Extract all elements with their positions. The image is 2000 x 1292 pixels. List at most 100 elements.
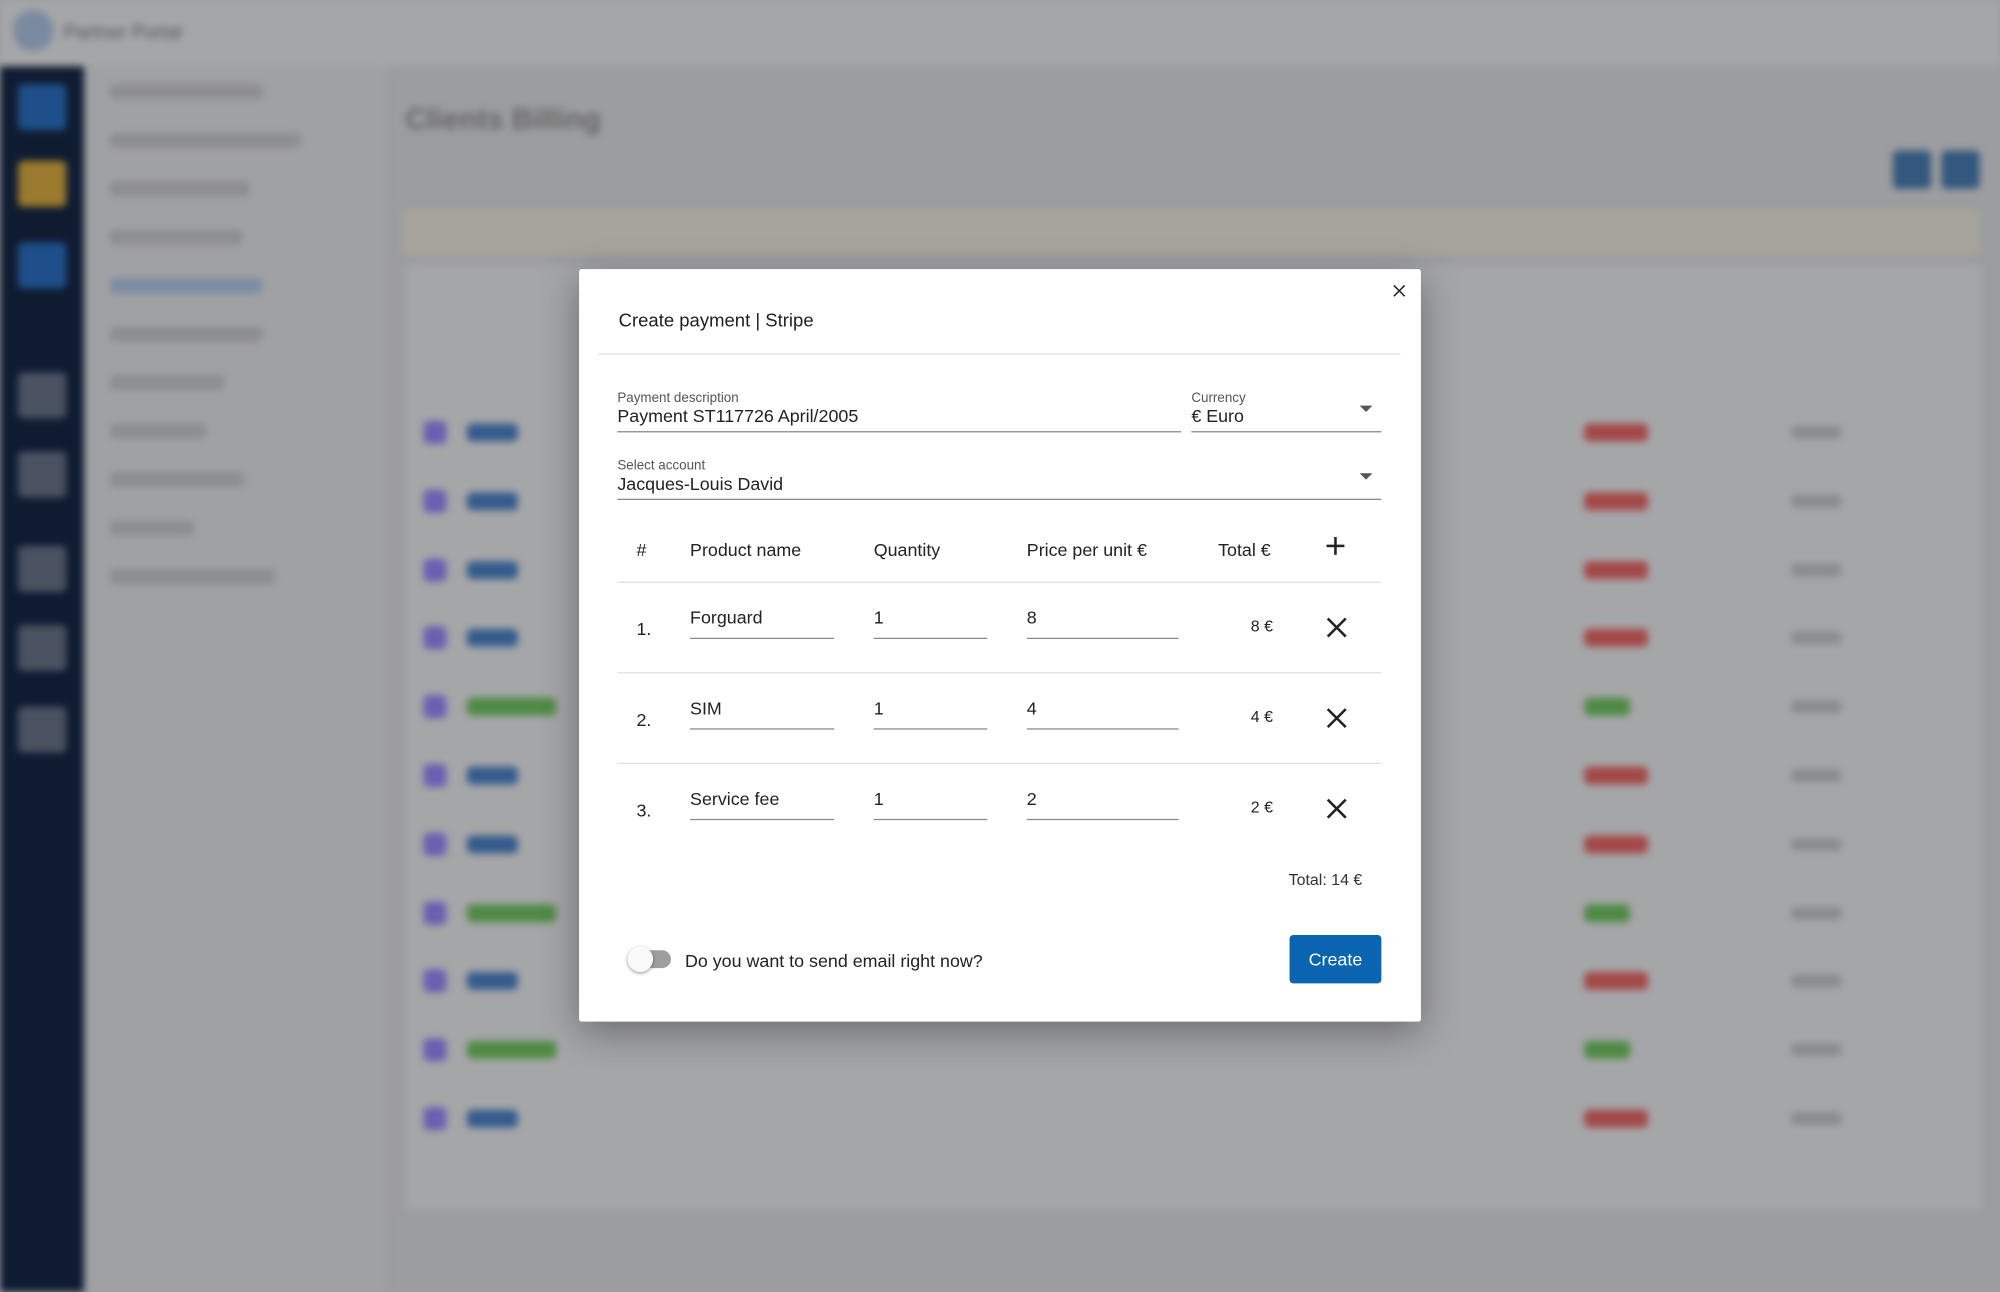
row-divider bbox=[617, 672, 1382, 674]
dropdown-arrow bbox=[1359, 473, 1373, 480]
price-input[interactable]: 2 bbox=[1026, 788, 1037, 809]
sidebar-icon bbox=[17, 451, 67, 498]
create-payment-dialog: Create payment | Stripe Payment descript… bbox=[579, 269, 1421, 1022]
bg-total bbox=[1790, 426, 1842, 439]
field-label: Currency bbox=[1191, 390, 1246, 406]
input-underline bbox=[873, 728, 988, 730]
bg-pay-status bbox=[1584, 972, 1648, 991]
column-header: Price per unit € bbox=[1026, 539, 1147, 560]
app-name: Partner Portal bbox=[63, 21, 182, 44]
product-input[interactable]: Service fee bbox=[690, 788, 780, 809]
menu-item bbox=[109, 471, 245, 488]
bg-icon bbox=[423, 420, 447, 444]
quantity-input[interactable]: 1 bbox=[873, 788, 884, 809]
close-button[interactable] bbox=[1393, 285, 1405, 297]
description-input[interactable]: Payment ST117726 April/2005 bbox=[617, 405, 859, 427]
input-underline bbox=[690, 818, 835, 821]
menu-item bbox=[109, 181, 250, 197]
bg-status bbox=[466, 1109, 518, 1128]
delete-row-button[interactable] bbox=[1327, 617, 1347, 637]
bg-icon bbox=[423, 969, 447, 993]
bg-pay-status bbox=[1584, 492, 1648, 510]
account-select[interactable]: Jacques-Louis David bbox=[617, 473, 784, 494]
bg-status bbox=[466, 629, 518, 648]
bg-pay-status bbox=[1584, 629, 1648, 648]
input-underline bbox=[617, 498, 1382, 500]
input-underline bbox=[1026, 728, 1179, 730]
bg-icon bbox=[423, 489, 447, 513]
row-total: 8 € bbox=[1250, 617, 1273, 636]
toggle-knob bbox=[627, 946, 654, 972]
page-title: Clients Billing bbox=[405, 102, 602, 136]
plus-bar bbox=[1326, 544, 1345, 548]
bg-total bbox=[1790, 700, 1842, 714]
menu-item bbox=[109, 423, 207, 439]
column-header: Product name bbox=[690, 539, 802, 560]
row-total: 2 € bbox=[1250, 798, 1273, 817]
bg-pay-status bbox=[1584, 1109, 1648, 1128]
bg-pay-status bbox=[1584, 560, 1648, 579]
add-row-button[interactable] bbox=[1326, 536, 1345, 555]
delete-row-button[interactable] bbox=[1327, 708, 1347, 728]
delete-row-button[interactable] bbox=[1327, 798, 1347, 818]
product-input[interactable]: SIM bbox=[690, 697, 722, 719]
bg-icon bbox=[423, 901, 447, 925]
row-number: 1. bbox=[636, 618, 652, 640]
bg-pay-status bbox=[1584, 903, 1631, 922]
menu-panel bbox=[84, 66, 386, 1292]
menu-item bbox=[109, 229, 243, 245]
header-button bbox=[1941, 150, 1980, 189]
bg-total bbox=[1790, 837, 1842, 851]
row-total: 4 € bbox=[1250, 707, 1273, 726]
input-underline bbox=[1026, 637, 1179, 640]
input-underline bbox=[617, 431, 1182, 433]
quantity-input[interactable]: 1 bbox=[873, 697, 884, 719]
email-toggle[interactable] bbox=[627, 946, 671, 972]
price-input[interactable]: 8 bbox=[1026, 607, 1037, 628]
sidebar-icon bbox=[17, 624, 67, 671]
total: Total: 14 € bbox=[1288, 871, 1363, 890]
input-underline bbox=[690, 637, 835, 640]
field-label: Payment description bbox=[617, 390, 739, 406]
sidebar-icon bbox=[17, 242, 67, 289]
currency-select[interactable]: € Euro bbox=[1191, 405, 1244, 427]
bg-pay-status bbox=[1584, 423, 1648, 442]
bg-total bbox=[1790, 974, 1842, 988]
input-underline bbox=[1191, 431, 1382, 433]
top-bar bbox=[0, 0, 2000, 67]
menu-item bbox=[109, 278, 263, 294]
column-header: # bbox=[636, 539, 647, 560]
bg-total bbox=[1790, 494, 1842, 508]
bg-icon bbox=[423, 558, 447, 582]
bg-status bbox=[466, 903, 557, 922]
menu-item bbox=[109, 84, 263, 100]
input-underline bbox=[1026, 818, 1179, 821]
bg-total bbox=[1790, 1112, 1842, 1125]
menu-item bbox=[109, 568, 276, 585]
quantity-input[interactable]: 1 bbox=[873, 607, 884, 628]
input-underline bbox=[690, 728, 835, 730]
bg-icon bbox=[423, 832, 447, 856]
bg-pay-status bbox=[1584, 1041, 1631, 1059]
price-input[interactable]: 4 bbox=[1026, 697, 1037, 719]
bg-icon bbox=[423, 1038, 447, 1062]
header-button bbox=[1892, 150, 1932, 189]
bg-pay-status bbox=[1584, 835, 1648, 854]
sidebar-icon bbox=[17, 84, 67, 131]
bg-status bbox=[466, 972, 518, 991]
email-toggle-label: Do you want to send email right now? bbox=[684, 950, 983, 971]
bg-status bbox=[466, 766, 518, 785]
info-banner bbox=[403, 209, 1980, 256]
bg-icon bbox=[423, 695, 447, 719]
menu-item bbox=[109, 520, 194, 536]
create-button[interactable]: Create bbox=[1289, 934, 1382, 984]
logo bbox=[12, 10, 54, 52]
bg-status bbox=[466, 423, 518, 442]
menu-item bbox=[109, 326, 263, 342]
product-input[interactable]: Forguard bbox=[690, 607, 763, 628]
column-header: Total € bbox=[1218, 539, 1271, 560]
sidebar-icon bbox=[17, 372, 67, 419]
dialog-title: Create payment | Stripe bbox=[618, 311, 814, 332]
